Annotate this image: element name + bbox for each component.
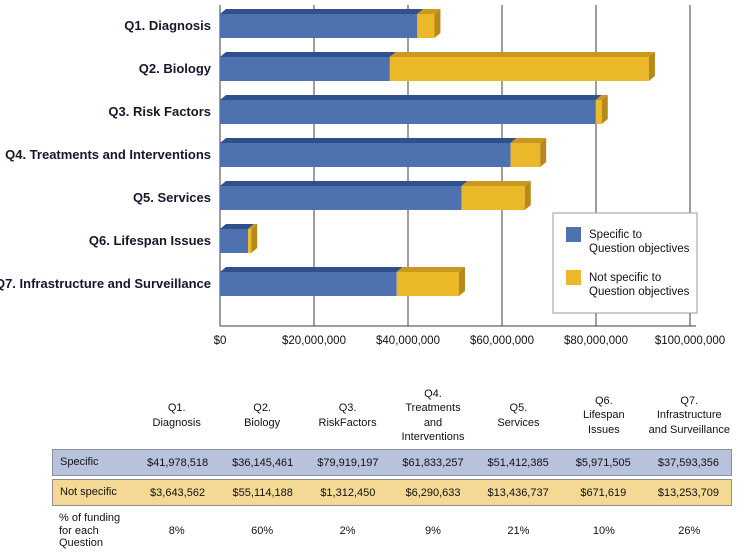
bar-segment [220, 229, 249, 253]
table-row: % of funding for each Question 8% 60% 2% 9% 21… [52, 508, 732, 554]
bar-end-face [648, 52, 655, 81]
column-header: Q3. RiskFactors [318, 402, 377, 429]
table-corner-cell [52, 414, 134, 418]
table-cell: 60% [251, 525, 274, 538]
table-cell: $41,978,518 [146, 456, 209, 469]
x-tick-label: $0 [214, 335, 227, 347]
x-tick-label: $80,000,000 [564, 335, 628, 347]
legend-label: Question objectives [589, 243, 690, 255]
x-tick-label: $20,000,000 [282, 335, 346, 347]
table-cell: $5,971,505 [575, 456, 631, 469]
bar-segment [220, 57, 390, 81]
bar-segment-top-face [220, 9, 424, 14]
table-cell: 10% [592, 525, 615, 538]
table-cell: $6,290,633 [405, 486, 461, 499]
legend-swatch [566, 227, 581, 242]
row-label: Specific [60, 456, 99, 469]
bar-segment-top-face [461, 181, 531, 186]
bar-segment-top-face [417, 9, 441, 14]
bar-segment-top-face [220, 52, 396, 57]
x-tick-label: $100,000,000 [655, 335, 725, 347]
bar-segment-top-face [248, 224, 258, 229]
table-row: Not specific $3,643,562 $55,114,188 $1,312,… [52, 479, 732, 507]
bar-segment-top-face [595, 95, 608, 100]
bar-segment [595, 100, 602, 124]
table-cell: 8% [168, 525, 185, 538]
bar-segment-top-face [389, 52, 655, 57]
x-tick-label: $60,000,000 [470, 335, 534, 347]
category-label: Q1. Diagnosis [124, 18, 211, 33]
category-label: Q3. Risk Factors [108, 104, 211, 119]
table-cell: $55,114,188 [232, 486, 293, 499]
legend-label: Specific to [589, 229, 642, 241]
bar-segment [220, 143, 511, 167]
bar-end-face [524, 181, 531, 210]
column-header: Q5. Services [497, 402, 540, 429]
table-cell: 9% [425, 525, 441, 538]
bar-end-face [251, 224, 258, 253]
bar-segment [220, 14, 418, 38]
column-header: Q2. Biology [244, 402, 281, 429]
table-cell: $51,412,385 [487, 456, 549, 469]
table-cell: $671,619 [580, 486, 627, 499]
bar-segment-top-face [220, 95, 602, 100]
bar-segment [220, 100, 596, 124]
table-cell: $13,436,737 [487, 486, 549, 499]
bar-segment-top-face [510, 138, 547, 143]
bar-segment [220, 186, 462, 210]
funding-table: Q1. Diagnosis Q2. Biology Q3. RiskFactors Q4. T… [52, 385, 732, 554]
table-cell: $36,145,461 [232, 456, 294, 469]
legend-box [552, 212, 698, 314]
table-cell: $79,919,197 [317, 456, 379, 469]
bar-segment [220, 272, 397, 296]
table-cell: $1,312,450 [320, 486, 376, 499]
legend-label: Question objectives [589, 286, 690, 298]
bar-segment [510, 143, 541, 167]
bar-segment [396, 272, 459, 296]
table-cell: 21% [507, 525, 530, 538]
bar-segment-top-face [220, 267, 403, 272]
bar-segment [417, 14, 435, 38]
legend-label: Not specific to [589, 272, 661, 284]
table-row: Specific $41,978,518 $36,145,461 $79,919,19… [52, 449, 732, 477]
x-tick-label: $40,000,000 [376, 335, 440, 347]
column-header: Q4. Treatments and Interventions [401, 388, 465, 443]
table-cell: $3,643,562 [150, 486, 206, 499]
bar-segment-top-face [220, 224, 255, 229]
category-label: Q7. Infrastructure and Surveillance [0, 276, 211, 291]
category-label: Q2. Biology [139, 61, 212, 76]
table-cell: $61,833,257 [402, 456, 464, 469]
table-cell: $37,593,356 [657, 456, 719, 469]
column-header: Q1. Diagnosis [152, 402, 201, 429]
bar-segment-top-face [396, 267, 465, 272]
bar-end-face [458, 267, 465, 296]
row-label: % of funding for each Question [59, 512, 121, 550]
bar-end-face [601, 95, 608, 124]
table-cell: 2% [339, 525, 356, 538]
row-label: Not specific [60, 486, 117, 499]
category-label: Q5. Services [133, 190, 211, 205]
legend-swatch [566, 270, 581, 285]
column-header: Q7. Infrastructure and Surveillance [648, 395, 730, 436]
bar-segment [461, 186, 525, 210]
bar-segment [248, 229, 252, 253]
funding-chart-svg: $0 $20,000,000 $40,000,000 $60,000,000 $80,0… [0, 5, 725, 347]
bar-end-face [434, 9, 441, 38]
table-cell: 26% [678, 525, 701, 538]
category-label: Q6. Lifespan Issues [89, 233, 211, 248]
column-header: Q6. Lifespan Issues [583, 395, 625, 436]
table-cell: $13,253,709 [657, 486, 719, 499]
category-label: Q4. Treatments and Interventions [5, 147, 211, 162]
bar-end-face [540, 138, 547, 167]
table-header-row: Q1. Diagnosis Q2. Biology Q3. RiskFactors Q4. T… [52, 385, 732, 446]
bar-segment-top-face [220, 138, 517, 143]
bar-segment [389, 57, 649, 81]
bar-segment-top-face [220, 181, 468, 186]
